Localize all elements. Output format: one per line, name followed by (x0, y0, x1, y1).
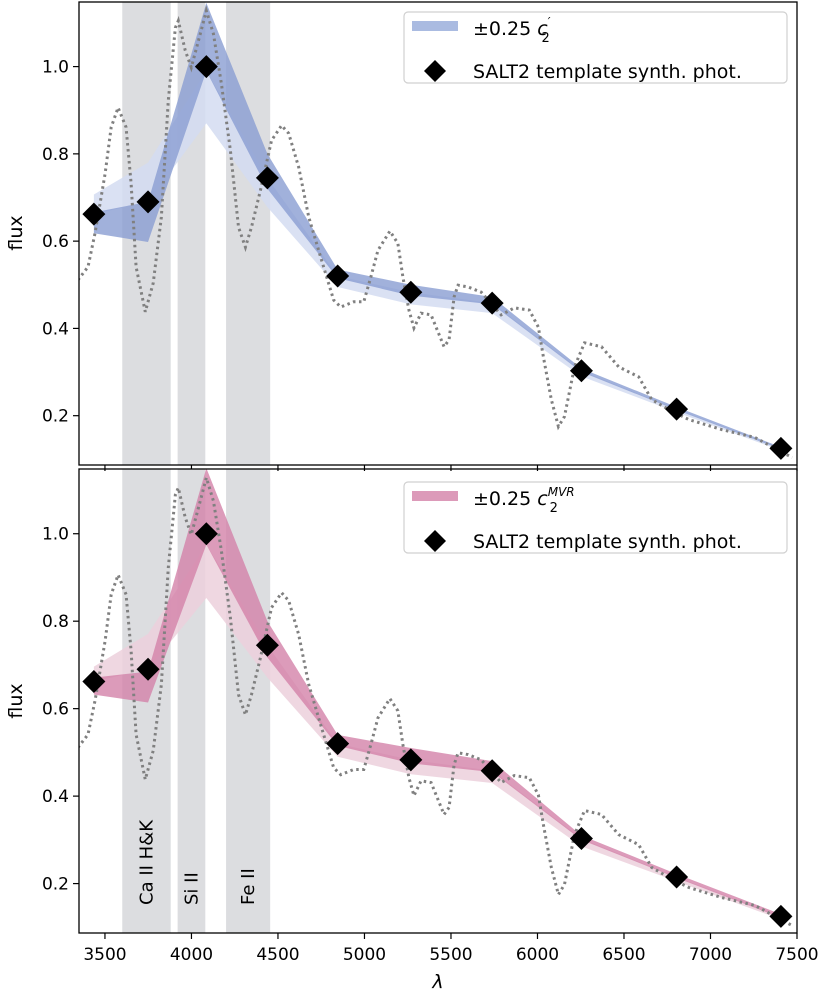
y-tick-label: 0.2 (42, 875, 69, 895)
synth-phot-marker (326, 264, 350, 288)
synth-phot-marker (82, 670, 106, 694)
bottom-panel: 0.2 0.4 0.6 0.8 1.0 3500 4000 4500 5000 5500 6000 6… (42, 468, 819, 965)
plot-area (79, 469, 793, 933)
synth-phot-marker (569, 827, 593, 851)
synth-phot-marker (399, 748, 423, 772)
synth-phot-marker (665, 397, 689, 421)
synth-phot-marker (136, 657, 160, 681)
x-tick-label: 4500 (256, 945, 299, 965)
x-tick-label: 5500 (429, 945, 472, 965)
y-tick-label: 1.0 (42, 58, 69, 78)
legend-band-swatch (412, 21, 458, 31)
y-tick-label: 1.0 (42, 525, 69, 545)
plot-area (79, 2, 793, 465)
template-spectrum-line (79, 5, 793, 459)
legend-label-prefix: ±0.25 (473, 488, 537, 510)
x-tick-label: 7000 (689, 945, 732, 965)
synth-phot-marker (326, 732, 350, 756)
legend-band-label: ±0.25 cMVR 2 (473, 485, 575, 516)
synth-phot-marker (255, 166, 279, 190)
legend-box (403, 481, 788, 554)
synth-phot-marker (399, 280, 423, 304)
legend: ±0.25 cMVR 2 SALT2 template synth. phot. (403, 481, 788, 554)
legend-band-swatch (412, 491, 458, 501)
y-axis-label-top: flux (5, 215, 27, 250)
synth-phot-marker (769, 904, 793, 928)
legend: ±0.25 c′ 2 SALT2 template synth. phot. (403, 11, 788, 84)
synth-phot-marker (255, 633, 279, 657)
synth-phot-marker (136, 190, 160, 214)
legend-label-var: c (537, 18, 548, 40)
legend-label-var: c (537, 488, 548, 510)
legend-marker-diamond (424, 60, 446, 82)
x-tick-label: 6500 (602, 945, 645, 965)
y-tick-label: 0.6 (42, 232, 69, 252)
legend-label-sup: ′ (548, 15, 551, 29)
x-tick-label: 4000 (170, 945, 213, 965)
synth-phot-marker (480, 759, 504, 783)
legend-label-sub: 2 (550, 501, 558, 516)
legend-label-sub: 2 (541, 31, 549, 46)
x-tick-label: 6000 (516, 945, 559, 965)
line-region-label: Ca II H&K (136, 819, 157, 905)
synth-phot-marker (194, 522, 218, 546)
top-panel: 0.2 0.4 0.6 0.8 1.0 ±0.25 c′ 2 SALT2 template s… (42, 1, 798, 471)
legend-marker-diamond (424, 530, 446, 552)
synth-phot-marker (569, 359, 593, 383)
synth-phot-marker (82, 202, 106, 226)
line-region-label: Si II (181, 872, 202, 905)
line-region-label: Fe II (238, 868, 259, 905)
legend-marker-label: SALT2 template synth. phot. (473, 61, 742, 83)
synth-phot-marker (769, 436, 793, 460)
y-tick-label: 0.4 (42, 787, 69, 807)
synth-phot-marker (194, 55, 218, 79)
y-axis-label-bottom: flux (5, 683, 27, 718)
x-tick-label: 7500 (775, 945, 818, 965)
legend-label-prefix: ±0.25 (473, 18, 537, 40)
axes-frame (78, 1, 798, 466)
x-axis-label: λ (431, 971, 443, 993)
y-tick-label: 0.4 (42, 319, 69, 339)
legend-marker-label: SALT2 template synth. phot. (473, 531, 742, 553)
synth-phot-marker (480, 291, 504, 315)
y-tick-label: 0.6 (42, 700, 69, 720)
x-tick-label: 5000 (343, 945, 386, 965)
y-tick-label: 0.8 (42, 612, 69, 632)
legend-box (403, 11, 788, 84)
legend-band-label: ±0.25 c′ 2 (473, 15, 551, 46)
axes-frame (78, 468, 798, 934)
y-tick-label: 0.2 (42, 407, 69, 427)
template-spectrum-line (79, 472, 793, 927)
y-tick-label: 0.8 (42, 145, 69, 165)
synth-phot-marker (665, 865, 689, 889)
legend-label-sup: MVR (548, 485, 575, 499)
x-tick-label: 3500 (83, 945, 126, 965)
